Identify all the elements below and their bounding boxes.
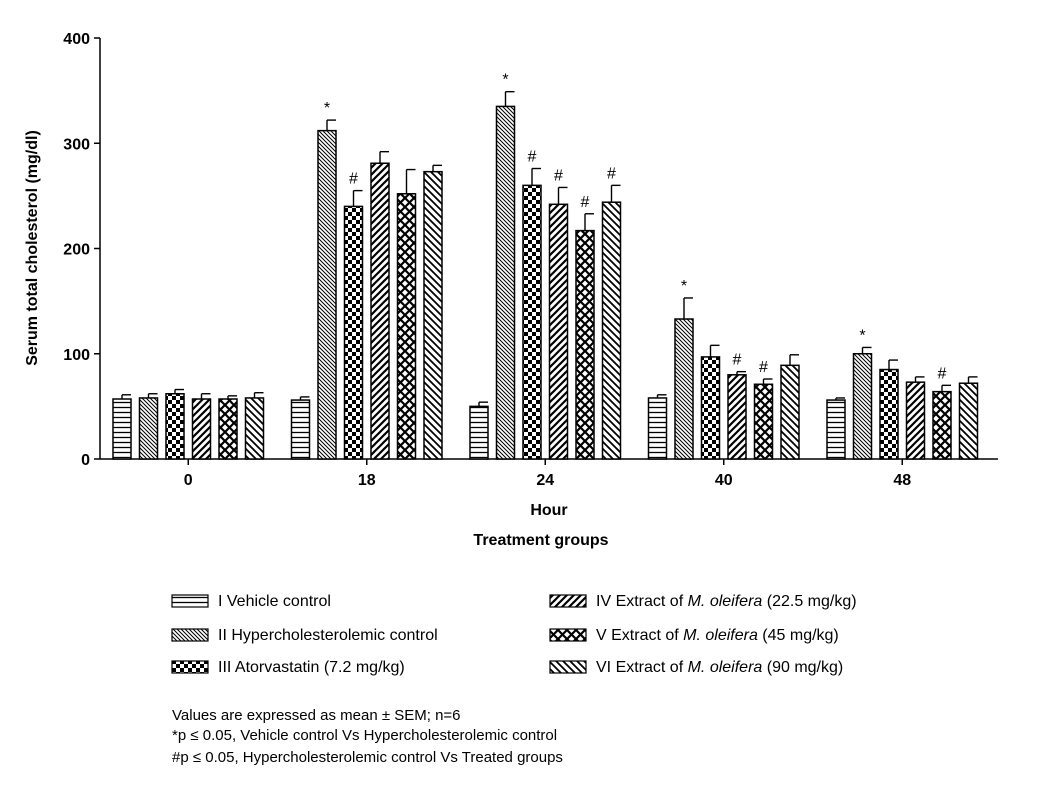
- y-axis-title: Serum total cholesterol (mg/dl): [24, 130, 41, 366]
- legend-label-part: (90 mg/kg): [762, 659, 843, 676]
- significance-mark: #: [349, 171, 358, 188]
- bar: [905, 381, 926, 460]
- y-tick-label: 200: [63, 242, 90, 259]
- notes: Values are expressed as mean ± SEM; n=6 …: [172, 707, 563, 766]
- significance-mark: *: [502, 72, 508, 89]
- bar: [423, 170, 443, 460]
- legend-swatch: [549, 594, 587, 608]
- bar: [396, 193, 417, 460]
- legend-label-part: IV Extract of: [596, 593, 688, 610]
- legend-label: III Atorvastatin (7.2 mg/kg): [218, 659, 405, 676]
- bar: [218, 398, 238, 460]
- legend-label-part: (45 mg/kg): [758, 627, 839, 644]
- x-tick-label: 24: [536, 472, 554, 489]
- bar: [601, 201, 622, 460]
- legend-swatch: [549, 628, 587, 642]
- significance-mark: #: [554, 167, 563, 184]
- bar: [548, 203, 569, 460]
- bar: [753, 383, 774, 460]
- bar: [727, 374, 747, 460]
- bar: [932, 390, 952, 460]
- x-tick-label: 40: [715, 472, 733, 489]
- bar: [343, 205, 364, 460]
- y-tick-label: 0: [81, 452, 90, 469]
- legend: I Vehicle control II Hypercholesterolemic…: [171, 593, 857, 676]
- x-tick-label: 18: [358, 472, 376, 489]
- bar: [700, 356, 721, 460]
- bar: [879, 368, 899, 460]
- bar: [317, 129, 337, 460]
- bar: [674, 318, 694, 460]
- x-axis-title: Hour: [530, 502, 567, 519]
- legend-swatch: [549, 660, 587, 674]
- legend-label-part: M. oleifera: [683, 627, 758, 644]
- legend-label-part: M. oleifera: [688, 659, 763, 676]
- legend-swatch: [171, 660, 209, 674]
- significance-mark: #: [759, 359, 768, 376]
- note-line: *p ≤ 0.05, Vehicle control Vs Hyperchole…: [172, 727, 557, 744]
- significance-mark: *: [859, 327, 865, 344]
- bar: [780, 364, 800, 460]
- x-axis-subtitle: Treatment groups: [473, 532, 608, 549]
- legend-label: VI Extract of M. oleifera (90 mg/kg): [596, 659, 843, 676]
- significance-mark: *: [681, 278, 687, 295]
- bar: [138, 397, 159, 460]
- bar: [826, 399, 846, 460]
- x-tick-label: 0: [184, 472, 193, 489]
- legend-label: II Hypercholesterolemic control: [218, 627, 438, 644]
- bar: [469, 405, 489, 460]
- legend-label-part: V Extract of: [596, 627, 683, 644]
- bar: [165, 392, 185, 460]
- legend-swatch: [171, 628, 209, 642]
- bar: [495, 105, 516, 460]
- significance-mark: *: [324, 100, 330, 117]
- significance-mark: #: [733, 352, 742, 369]
- significance-mark: #: [938, 365, 947, 382]
- bar: [370, 162, 390, 460]
- bar: [290, 399, 311, 460]
- bar: [112, 398, 132, 460]
- bar: [852, 353, 873, 460]
- y-tick-label: 300: [63, 136, 90, 153]
- significance-mark: #: [581, 194, 590, 211]
- significance-mark: #: [607, 165, 616, 182]
- legend-label-part: M. oleifera: [688, 593, 763, 610]
- note-line: Values are expressed as mean ± SEM; n=6: [172, 707, 461, 724]
- x-tick-label: 48: [893, 472, 911, 489]
- bar: [575, 229, 595, 460]
- legend-label: V Extract of M. oleifera (45 mg/kg): [596, 627, 839, 644]
- legend-label-part: (22.5 mg/kg): [762, 593, 856, 610]
- bars: * # * # # # # * # # * #: [112, 72, 979, 460]
- legend-label: IV Extract of M. oleifera (22.5 mg/kg): [596, 593, 857, 610]
- bar: [647, 397, 668, 460]
- legend-swatch: [171, 594, 209, 608]
- significance-mark: #: [528, 149, 537, 166]
- legend-label: I Vehicle control: [218, 593, 331, 610]
- note-line: #p ≤ 0.05, Hypercholesterolemic control …: [172, 749, 563, 766]
- bar: [522, 184, 542, 460]
- tick-labels: 0 100 200 300 400 0 18 24 40 48: [63, 31, 911, 489]
- bar: [191, 398, 212, 460]
- bar: [244, 397, 265, 460]
- legend-label-part: VI Extract of: [596, 659, 688, 676]
- y-tick-label: 100: [63, 347, 90, 364]
- y-tick-label: 400: [63, 31, 90, 48]
- bar: [958, 382, 979, 460]
